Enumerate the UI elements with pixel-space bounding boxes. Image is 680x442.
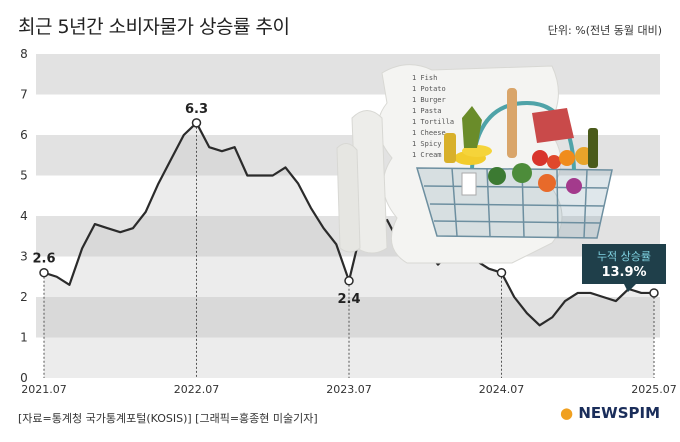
y-tick-label: 5 <box>20 169 28 183</box>
y-tick-label: 4 <box>20 209 28 223</box>
data-point <box>344 276 354 286</box>
y-tick-label: 3 <box>20 250 28 264</box>
callout-label: 누적 상승률 <box>597 250 651 263</box>
data-label: 6.3 <box>185 102 208 117</box>
y-tick-label: 6 <box>20 128 28 142</box>
y-tick-label: 8 <box>20 47 28 61</box>
data-label: 2.6 <box>32 252 55 267</box>
x-tick-label: 2025.07 <box>631 383 677 396</box>
grid-band <box>36 337 660 378</box>
logo-text: NEWSPIM <box>578 404 660 422</box>
data-point <box>496 267 507 278</box>
data-point <box>649 288 659 298</box>
x-tick-label: 2022.07 <box>174 383 220 396</box>
receipt-line: 1 Cream <box>412 151 442 159</box>
unit-note: 단위: %(전년 동월 대비) <box>547 24 662 37</box>
data-point <box>191 118 202 128</box>
y-tick-label: 2 <box>20 290 28 304</box>
source-credit: [자료=통계청 국가통계포털(KOSIS)] [그래픽=홍종현 미술기자] <box>18 412 318 425</box>
receipt-line: 1 Potato <box>412 85 446 93</box>
grid-band <box>36 297 660 338</box>
receipt-line: 1 Cheese <box>412 129 446 137</box>
cumulative-callout-box <box>582 244 666 292</box>
logo-mark-icon: ● <box>560 404 574 422</box>
x-tick-label: 2021.07 <box>21 383 67 396</box>
receipt-line: 1 Burger <box>412 96 446 104</box>
receipt-line: 1 Fish <box>412 74 437 82</box>
x-tick-label: 2024.07 <box>479 383 525 396</box>
data-point <box>39 267 49 278</box>
grocery-basket-illustration: 1 Fish 1 Potato 1 Burger 1 Pasta 1 Tortilla 1… <box>336 64 613 264</box>
callout-value: 13.9% <box>601 265 646 280</box>
y-tick-label: 7 <box>20 88 28 102</box>
y-tick-label: 1 <box>20 331 28 345</box>
chart-title: 최근 5년간 소비자물가 상승률 추이 <box>18 16 290 38</box>
receipt-line: 1 Tortilla <box>412 118 454 126</box>
data-label: 2.4 <box>337 292 360 307</box>
x-tick-label: 2023.07 <box>326 383 372 396</box>
newspim-logo: ● NEWSPIM <box>560 404 660 422</box>
y-tick-label: 0 <box>20 371 28 385</box>
receipt-line: 1 Spicy <box>412 140 442 148</box>
receipt-line: 1 Pasta <box>412 107 442 115</box>
